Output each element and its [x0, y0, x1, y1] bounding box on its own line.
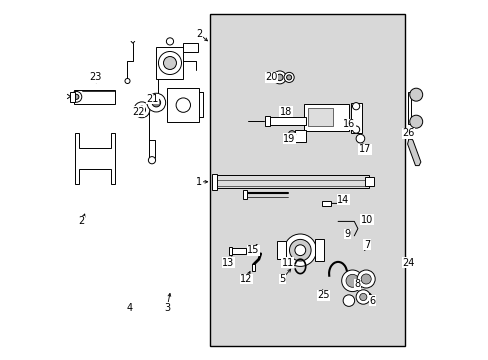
Text: 5: 5 [279, 274, 285, 284]
Bar [156, 47, 183, 79]
Bar [321, 201, 330, 206]
Circle shape [71, 91, 81, 102]
Text: 8: 8 [354, 279, 360, 289]
Circle shape [276, 74, 283, 81]
Text: 10: 10 [360, 215, 372, 225]
Bar [314, 239, 323, 261]
Circle shape [356, 270, 374, 288]
Text: 12: 12 [240, 274, 252, 284]
Bar [303, 104, 348, 131]
Circle shape [409, 88, 422, 101]
Polygon shape [75, 133, 115, 184]
Text: 26: 26 [401, 128, 414, 138]
Circle shape [361, 274, 370, 284]
Circle shape [355, 134, 364, 143]
Text: 9: 9 [344, 229, 349, 239]
Circle shape [352, 103, 359, 110]
Text: 18: 18 [279, 107, 291, 117]
Circle shape [152, 98, 160, 107]
Text: 24: 24 [401, 258, 414, 268]
Text: 20: 20 [265, 72, 277, 82]
Circle shape [343, 295, 354, 306]
Text: 14: 14 [337, 195, 349, 205]
Text: 13: 13 [222, 258, 234, 268]
Text: 3: 3 [163, 303, 170, 313]
Circle shape [346, 274, 358, 287]
Bar [294, 130, 305, 142]
Bar [213, 175, 368, 188]
Bar [73, 90, 115, 104]
Text: 11: 11 [281, 258, 293, 268]
Polygon shape [407, 137, 420, 166]
Bar [307, 108, 332, 126]
Circle shape [359, 293, 366, 301]
Circle shape [409, 115, 422, 128]
Circle shape [341, 270, 363, 292]
Bar [265, 116, 269, 126]
Bar [242, 190, 246, 199]
Text: 2: 2 [196, 29, 202, 39]
Circle shape [294, 245, 305, 256]
Text: 16: 16 [342, 119, 354, 129]
Text: 23: 23 [89, 72, 101, 82]
Bar [410, 119, 419, 124]
Text: 22: 22 [132, 107, 144, 117]
Circle shape [355, 290, 370, 304]
Bar [230, 248, 246, 254]
Circle shape [163, 57, 176, 69]
Circle shape [352, 126, 359, 133]
Circle shape [74, 94, 79, 99]
Bar [212, 174, 217, 190]
Circle shape [284, 234, 316, 266]
Circle shape [148, 157, 155, 164]
Bar [70, 92, 75, 102]
Text: 6: 6 [368, 296, 375, 306]
Circle shape [166, 38, 173, 45]
Text: 25: 25 [317, 290, 329, 300]
Text: 2: 2 [79, 216, 85, 226]
Bar [228, 247, 232, 255]
Bar [276, 241, 285, 259]
Circle shape [176, 98, 190, 112]
Bar [167, 88, 199, 122]
Circle shape [284, 72, 294, 82]
Circle shape [134, 102, 149, 118]
Circle shape [289, 239, 310, 261]
Text: 21: 21 [146, 94, 159, 104]
Bar [410, 92, 419, 97]
Bar [183, 43, 197, 52]
Text: 7: 7 [363, 240, 369, 250]
Text: 19: 19 [283, 134, 295, 144]
Text: 17: 17 [358, 144, 370, 154]
Circle shape [138, 106, 145, 113]
Bar [251, 264, 255, 271]
Text: 4: 4 [126, 303, 132, 313]
Circle shape [158, 51, 181, 75]
Circle shape [407, 132, 413, 139]
Bar [210, 14, 404, 346]
Circle shape [286, 75, 291, 80]
Bar [407, 92, 410, 124]
Bar [350, 103, 361, 133]
Circle shape [146, 93, 165, 112]
Circle shape [125, 78, 130, 84]
Text: 15: 15 [247, 245, 259, 255]
Circle shape [288, 131, 295, 138]
Bar [365, 177, 373, 186]
Bar [267, 117, 305, 125]
Circle shape [273, 71, 285, 84]
Text: 1: 1 [196, 177, 202, 187]
